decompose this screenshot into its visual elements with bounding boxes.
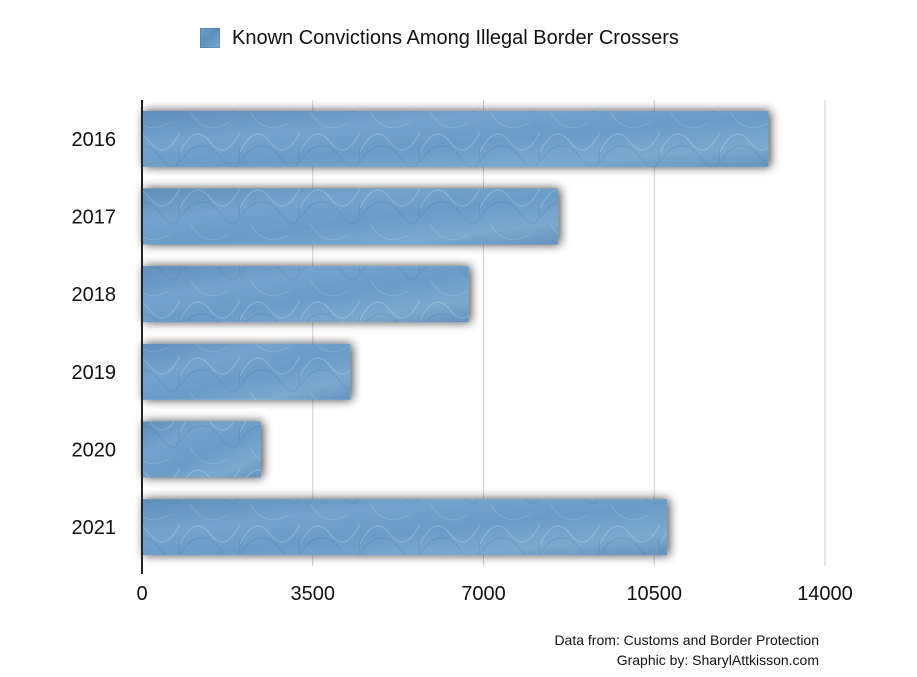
grid-lines xyxy=(312,100,826,566)
credits: Data from: Customs and Border Protection… xyxy=(554,630,819,670)
y-tick-label: 2020 xyxy=(72,440,117,462)
x-tick-label: 3500 xyxy=(291,583,336,605)
bar-texture xyxy=(142,421,261,478)
x-tick-label: 10500 xyxy=(626,583,682,605)
bar-texture xyxy=(142,499,668,556)
bar-texture xyxy=(142,110,769,167)
bar-2019 xyxy=(142,343,351,400)
bar-2016 xyxy=(142,110,769,167)
graphic-credit: Graphic by: SharylAttkisson.com xyxy=(616,652,819,668)
bar-2021 xyxy=(142,499,668,556)
axes: 0 3500 7000 10500 14000 2016 2017 2018 2019 2020 2… xyxy=(72,100,853,605)
legend-swatch xyxy=(200,28,220,48)
legend-label: Known Convictions Among Illegal Border C… xyxy=(232,26,679,49)
bar-texture xyxy=(142,343,351,400)
x-tick-label: 14000 xyxy=(797,583,853,605)
y-tick-label: 2018 xyxy=(72,284,117,306)
bar-texture xyxy=(142,266,469,323)
legend: Known Convictions Among Illegal Border C… xyxy=(200,26,679,50)
y-tick-label: 2017 xyxy=(72,207,117,229)
y-tick-label: 2016 xyxy=(72,129,117,151)
bar-texture xyxy=(142,188,559,245)
source-credit: Data from: Customs and Border Protection xyxy=(554,632,819,648)
x-tick-label: 0 xyxy=(136,583,147,605)
y-tick-label: 2019 xyxy=(72,362,117,384)
y-tick-label: 2021 xyxy=(72,517,117,539)
bars xyxy=(142,110,769,556)
bar-2018 xyxy=(142,266,469,323)
bar-2017 xyxy=(142,188,559,245)
bar-2020 xyxy=(142,421,261,478)
x-tick-label: 7000 xyxy=(461,583,506,605)
